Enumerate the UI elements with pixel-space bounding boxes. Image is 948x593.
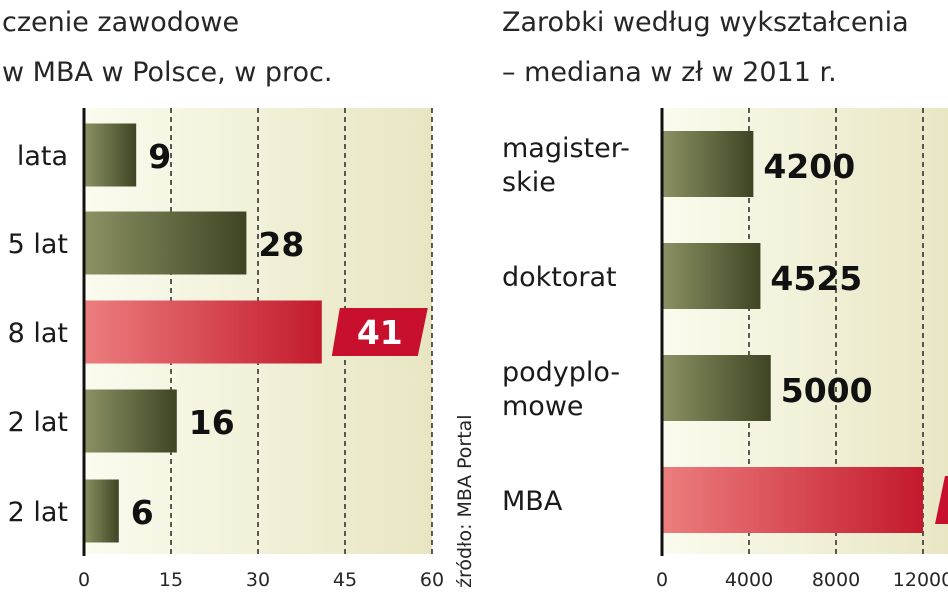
category-label: MBA <box>502 486 563 517</box>
bar <box>662 467 923 533</box>
chart-title-line-2: w MBA w Polsce, w proc. <box>2 57 333 88</box>
x-tick-label: 12000 <box>893 569 948 591</box>
category-label: podyplo- <box>502 357 620 388</box>
bar <box>662 243 761 309</box>
chart-title-line-2: – mediana w zł w 2011 r. <box>502 57 837 88</box>
value-badge <box>935 476 948 524</box>
category-label: 2 lat <box>8 497 68 528</box>
chart-title-line-1: Zarobki według wykształcenia <box>502 7 909 38</box>
category-label: 2 lat <box>8 407 68 438</box>
bar <box>84 300 322 364</box>
bar <box>662 355 771 421</box>
gridlines <box>170 108 433 556</box>
category-label: skie <box>502 167 556 198</box>
value-badge <box>331 308 428 356</box>
bars: 9 28 41 16 6 <box>84 123 428 543</box>
category-labels: magister-skie doktorat podyplo-mowe MBA <box>502 133 630 517</box>
x-tick-label: 30 <box>246 569 270 591</box>
chart-employment: czenie zawodowe w MBA w Polsce, w proc. … <box>2 7 444 591</box>
value-label: 4200 <box>763 147 855 186</box>
x-tick-labels: 0 15 30 45 60 <box>78 569 444 591</box>
category-label: magister- <box>502 133 630 164</box>
value-label: 5000 <box>781 371 873 410</box>
x-tick-label: 0 <box>656 569 668 591</box>
x-tick-label: 15 <box>159 569 183 591</box>
x-tick-label: 45 <box>333 569 357 591</box>
bar <box>84 123 137 187</box>
category-label: 8 lat <box>8 318 68 349</box>
x-tick-label: 60 <box>420 569 444 591</box>
category-label: lata <box>17 141 68 172</box>
bar <box>662 131 754 197</box>
bar <box>84 389 177 453</box>
category-label: 5 lat <box>8 229 68 260</box>
bars: 4200 4525 5000 <box>662 131 948 533</box>
category-label: doktorat <box>502 262 617 293</box>
x-tick-label: 0 <box>78 569 90 591</box>
x-tick-label: 4000 <box>725 569 773 591</box>
value-label: 6 <box>131 493 154 532</box>
value-label: 4525 <box>770 259 862 298</box>
x-tick-labels: 0 4000 8000 12000 <box>656 569 948 591</box>
category-label: mowe <box>502 391 584 422</box>
x-tick-label: 8000 <box>812 569 860 591</box>
value-label: 9 <box>148 137 171 176</box>
bar <box>84 211 247 275</box>
bar <box>84 479 119 543</box>
chart-title-line-1: czenie zawodowe <box>2 7 239 38</box>
value-label: 16 <box>189 403 235 442</box>
chart-salaries: Zarobki według wykształcenia – mediana w… <box>502 7 948 591</box>
source-note: źródło: MBA Portal <box>454 414 476 588</box>
category-labels: lata 5 lat 8 lat 2 lat 2 lat <box>8 141 68 528</box>
value-label: 28 <box>258 225 304 264</box>
value-label: 41 <box>357 313 403 352</box>
